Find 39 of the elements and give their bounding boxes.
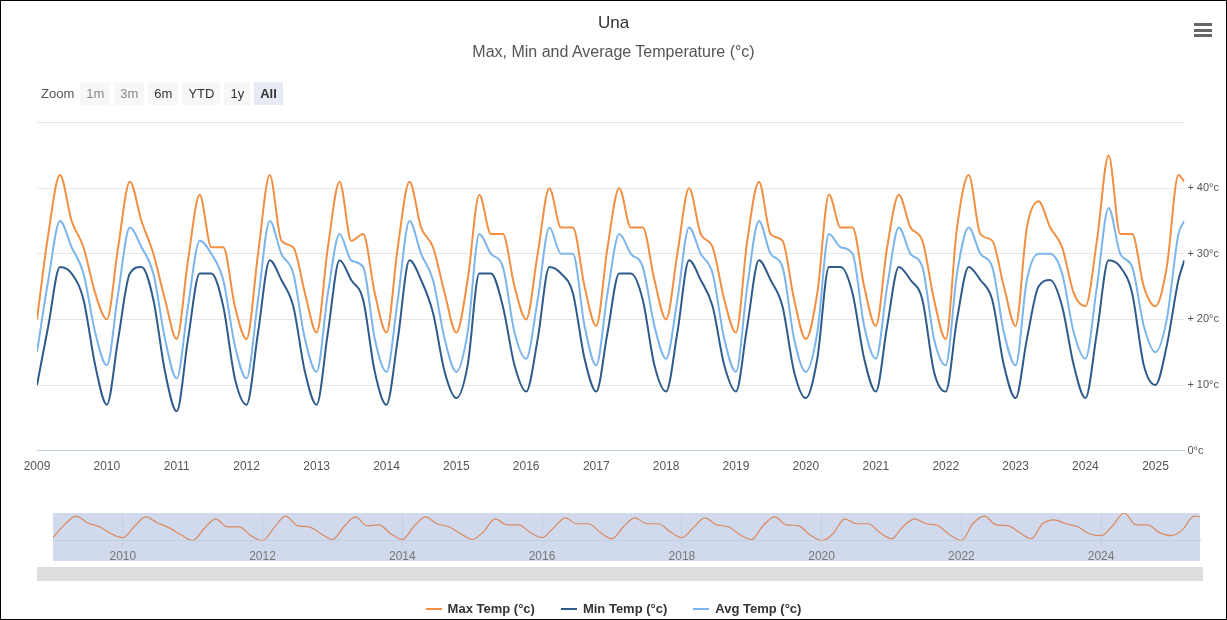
x-tick-label: 2025 [1142, 459, 1170, 474]
line-series [37, 206, 1185, 380]
y-tick-label: + 10°c [1187, 378, 1220, 391]
x-tick-label: 2013 [303, 459, 331, 474]
zoom-buttons: Zoom 1m 3m 6m YTD 1y All [39, 82, 283, 105]
chart-subtitle: Max, Min and Average Temperature (°c) [471, 43, 756, 61]
x-tick-label: 2012 [249, 549, 277, 564]
x-tick-label: 2020 [792, 459, 820, 474]
y-tick-label: + 30°c [1187, 246, 1220, 259]
x-tick-label: 2011 [163, 459, 190, 474]
x-tick-label: 2016 [528, 549, 556, 564]
legend-label: Avg Temp (°c) [715, 601, 802, 616]
x-tick-label: 2019 [722, 459, 750, 474]
x-tick-label: 2012 [233, 459, 261, 474]
y-tick-label: + 20°c [1187, 312, 1220, 325]
x-tick-label: 2010 [109, 549, 137, 564]
x-tick-label: 2018 [668, 549, 696, 564]
x-tick-label: 2024 [1087, 549, 1115, 564]
chart-title: Una [596, 13, 631, 33]
x-tick-label: 2009 [23, 459, 51, 474]
x-tick-label: 2014 [373, 459, 401, 474]
line-series [37, 259, 1185, 413]
x-tick-label: 2014 [389, 549, 417, 564]
x-tick-label: 2024 [1072, 459, 1100, 474]
x-tick-label: 2016 [512, 459, 540, 474]
x-tick-label: 2022 [948, 549, 976, 564]
y-tick-label: 0°c [1187, 443, 1204, 456]
y-tick-label: + 40°c [1187, 181, 1220, 194]
x-tick-label: 2023 [1002, 459, 1030, 474]
x-tick-label: 2022 [932, 459, 960, 474]
x-tick-label: 2020 [808, 549, 836, 564]
x-tick-label: 2015 [442, 459, 471, 474]
x-tick-label: 2021 [862, 459, 890, 474]
x-tick-label: 2010 [93, 459, 121, 474]
x-tick-label: 2017 [582, 459, 610, 474]
legend-label: Max Temp (°c) [447, 601, 535, 616]
legend-label: Min Temp (°c) [582, 601, 668, 616]
x-tick-label: 2018 [652, 459, 680, 474]
line-series [37, 154, 1185, 341]
